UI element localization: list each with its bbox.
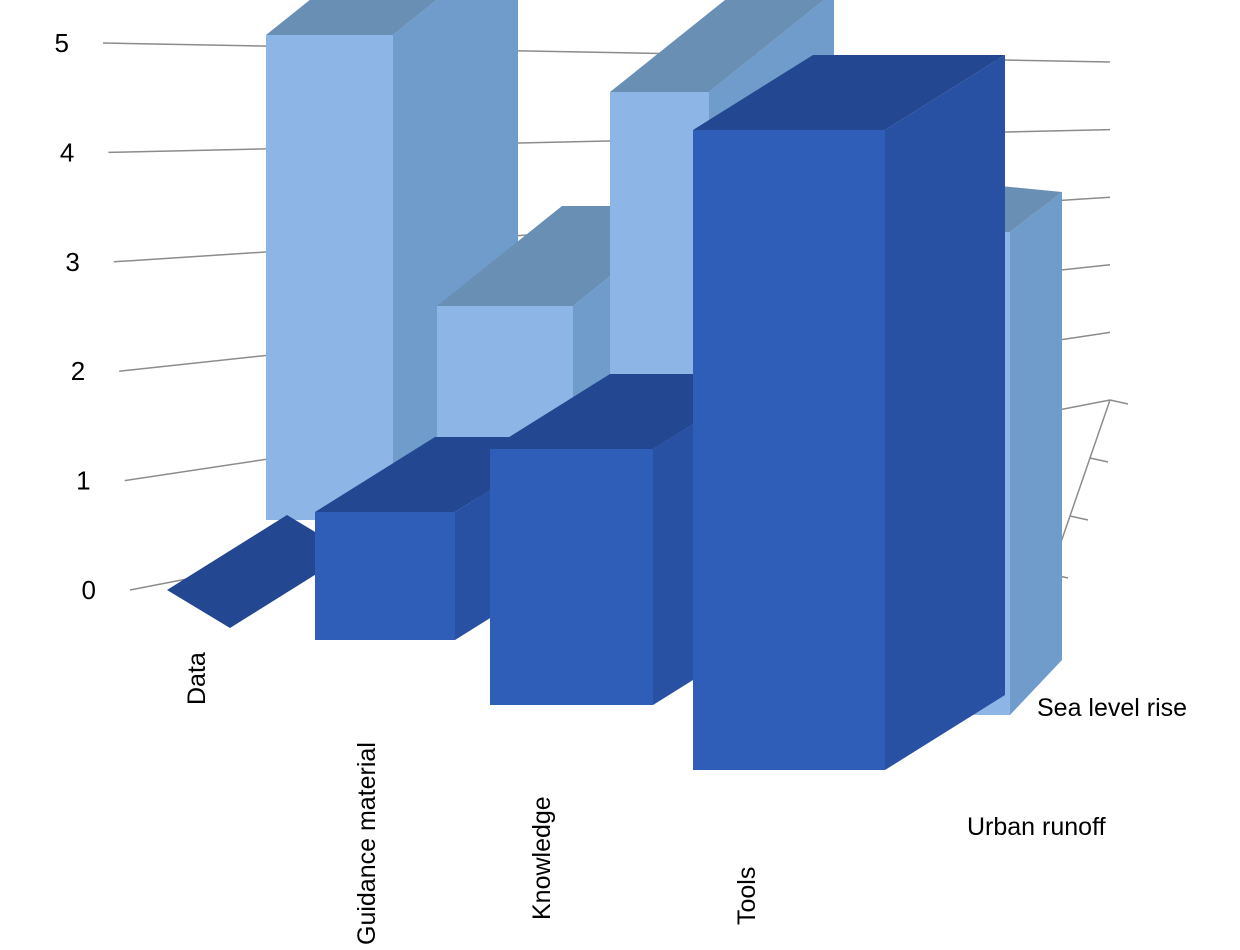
- category-label: Guidance material: [353, 742, 381, 945]
- bar-side: [885, 55, 1005, 770]
- y-tick-label: 1: [76, 466, 90, 496]
- bars-urban-runoff: [167, 55, 1005, 770]
- depth-axis-tick: [1109, 399, 1129, 405]
- y-tick-label: 5: [55, 28, 69, 58]
- bar-top: [610, 0, 824, 92]
- bar-top: [167, 515, 350, 628]
- bar-urban-runoff-data: [167, 515, 350, 628]
- bar-side: [1010, 192, 1062, 715]
- y-tick-label: 0: [82, 575, 96, 605]
- series-label: Sea level rise: [1037, 694, 1187, 722]
- category-label: Tools: [733, 867, 761, 925]
- bar-front: [490, 449, 653, 705]
- bar-front: [315, 512, 455, 640]
- axis-labels: 0 1 2 3 4 5 Data Guidance material Knowledge Tool…: [55, 28, 1188, 945]
- bar-front: [266, 35, 393, 520]
- bar-top: [693, 55, 1005, 130]
- y-tick-label: 3: [65, 247, 79, 277]
- y-tick-label: 2: [71, 356, 85, 386]
- category-label: Knowledge: [528, 796, 556, 920]
- category-label: Data: [183, 652, 211, 705]
- y-tick-label: 4: [60, 137, 74, 167]
- series-label: Urban runoff: [967, 813, 1106, 841]
- bar-front: [693, 130, 885, 770]
- depth-axis-tick: [1089, 457, 1109, 463]
- depth-axis-tick: [1069, 515, 1089, 521]
- bar-top: [266, 0, 437, 35]
- bar-urban-runoff-tools: [693, 55, 1005, 770]
